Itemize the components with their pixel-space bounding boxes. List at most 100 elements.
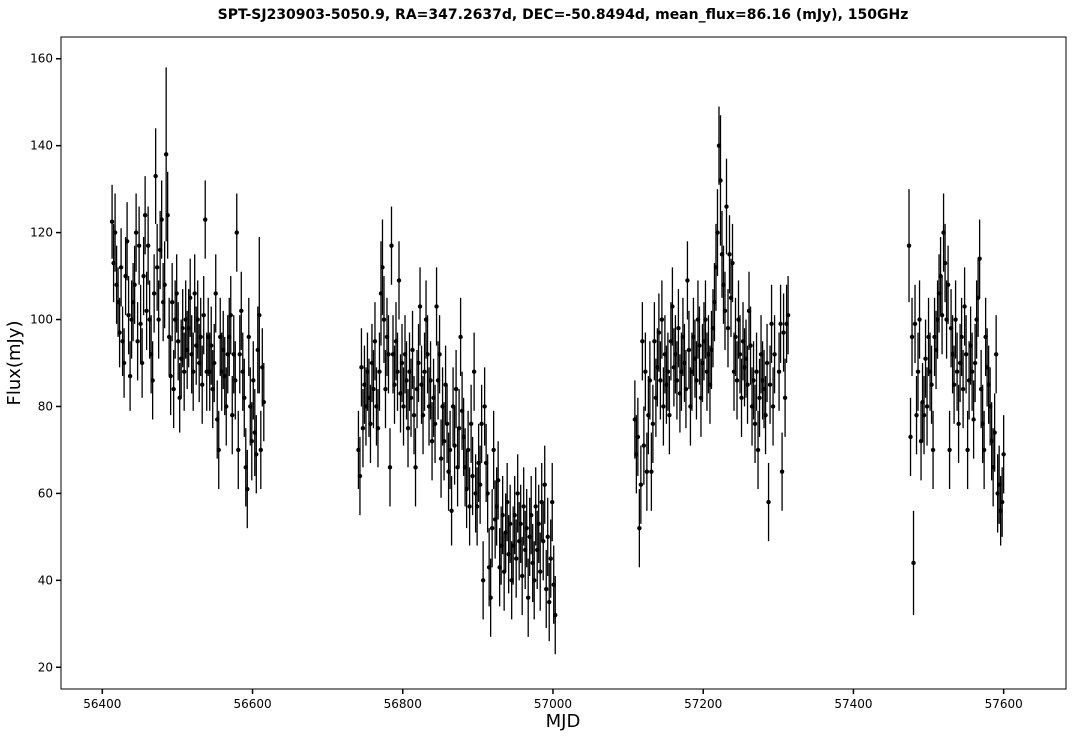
data-point bbox=[380, 265, 385, 270]
x-tick-label: 57400 bbox=[834, 697, 872, 711]
data-point bbox=[547, 599, 552, 605]
data-point bbox=[404, 378, 409, 383]
data-point bbox=[914, 412, 919, 418]
data-point bbox=[141, 273, 146, 279]
data-point bbox=[434, 304, 439, 309]
data-point bbox=[396, 278, 402, 283]
data-point bbox=[545, 534, 550, 540]
data-point bbox=[971, 417, 976, 422]
data-point bbox=[947, 447, 952, 453]
data-point bbox=[652, 339, 657, 344]
data-point bbox=[386, 352, 391, 357]
data-point bbox=[453, 386, 459, 392]
x-tick-label: 57000 bbox=[534, 697, 572, 711]
data-point bbox=[724, 204, 729, 209]
data-point bbox=[387, 465, 393, 470]
data-point bbox=[408, 395, 414, 400]
data-point bbox=[392, 382, 397, 387]
data-point bbox=[127, 373, 133, 379]
data-point bbox=[169, 299, 175, 305]
y-tick-label: 100 bbox=[30, 313, 53, 327]
data-point bbox=[216, 447, 221, 453]
data-point bbox=[757, 395, 762, 400]
data-point bbox=[452, 443, 457, 448]
data-point bbox=[548, 556, 553, 561]
data-point bbox=[224, 404, 229, 409]
data-point bbox=[368, 421, 373, 427]
data-point bbox=[550, 499, 555, 505]
data-point bbox=[417, 304, 423, 309]
y-axis-label: Flux(mJy) bbox=[4, 321, 25, 406]
data-point bbox=[360, 426, 366, 431]
data-point bbox=[909, 334, 915, 340]
data-point bbox=[198, 334, 203, 340]
data-point bbox=[156, 317, 161, 322]
data-point bbox=[644, 469, 650, 474]
data-point bbox=[647, 378, 653, 383]
data-point bbox=[420, 412, 426, 418]
data-point bbox=[507, 521, 513, 527]
data-point bbox=[242, 395, 247, 400]
data-point bbox=[722, 308, 728, 314]
data-point bbox=[776, 369, 782, 374]
data-point bbox=[781, 330, 786, 335]
data-point bbox=[228, 312, 233, 318]
data-point bbox=[915, 369, 921, 374]
data-point bbox=[233, 378, 238, 383]
x-tick-label: 56400 bbox=[83, 697, 121, 711]
data-point bbox=[515, 491, 520, 496]
data-point bbox=[117, 330, 122, 335]
data-point bbox=[752, 421, 758, 427]
data-point bbox=[150, 378, 155, 383]
data-point bbox=[258, 447, 263, 453]
data-point bbox=[959, 334, 964, 340]
data-point bbox=[951, 382, 957, 387]
data-point bbox=[769, 321, 774, 327]
data-point bbox=[956, 421, 961, 427]
data-point bbox=[165, 213, 170, 218]
data-point bbox=[745, 382, 750, 387]
data-point bbox=[422, 369, 427, 374]
data-point bbox=[180, 326, 185, 331]
data-point bbox=[441, 439, 447, 444]
data-point bbox=[972, 360, 978, 366]
data-point bbox=[249, 439, 254, 444]
y-axis-ticks: 20 40 60 80 100 120 140 160 bbox=[30, 52, 61, 674]
data-point bbox=[465, 447, 471, 453]
data-point bbox=[553, 612, 558, 618]
data-point bbox=[665, 369, 671, 374]
data-point bbox=[730, 260, 735, 266]
y-tick-label: 120 bbox=[30, 226, 53, 240]
data-point bbox=[921, 412, 927, 418]
data-point bbox=[993, 352, 999, 357]
data-point bbox=[444, 421, 450, 427]
x-tick-label: 56800 bbox=[384, 697, 422, 711]
data-point bbox=[480, 578, 486, 583]
data-point bbox=[145, 243, 151, 248]
y-tick-label: 60 bbox=[38, 486, 53, 500]
y-tick-label: 160 bbox=[30, 52, 53, 66]
data-point bbox=[532, 578, 537, 583]
data-point bbox=[124, 239, 130, 244]
data-point bbox=[674, 378, 680, 383]
data-point bbox=[230, 412, 235, 418]
data-point bbox=[375, 426, 381, 431]
data-point bbox=[209, 343, 214, 348]
data-point bbox=[112, 230, 118, 235]
data-point bbox=[751, 378, 756, 383]
data-point bbox=[477, 482, 483, 487]
data-point bbox=[683, 386, 689, 392]
data-point bbox=[458, 334, 463, 340]
data-point bbox=[236, 447, 241, 453]
data-point bbox=[181, 369, 187, 374]
data-point bbox=[954, 369, 960, 374]
data-point bbox=[142, 213, 148, 218]
data-point bbox=[467, 504, 472, 509]
data-point bbox=[965, 447, 970, 453]
data-point bbox=[359, 365, 364, 370]
data-point bbox=[638, 482, 644, 487]
data-point bbox=[389, 243, 394, 248]
data-point bbox=[981, 447, 987, 453]
data-point bbox=[438, 456, 444, 461]
